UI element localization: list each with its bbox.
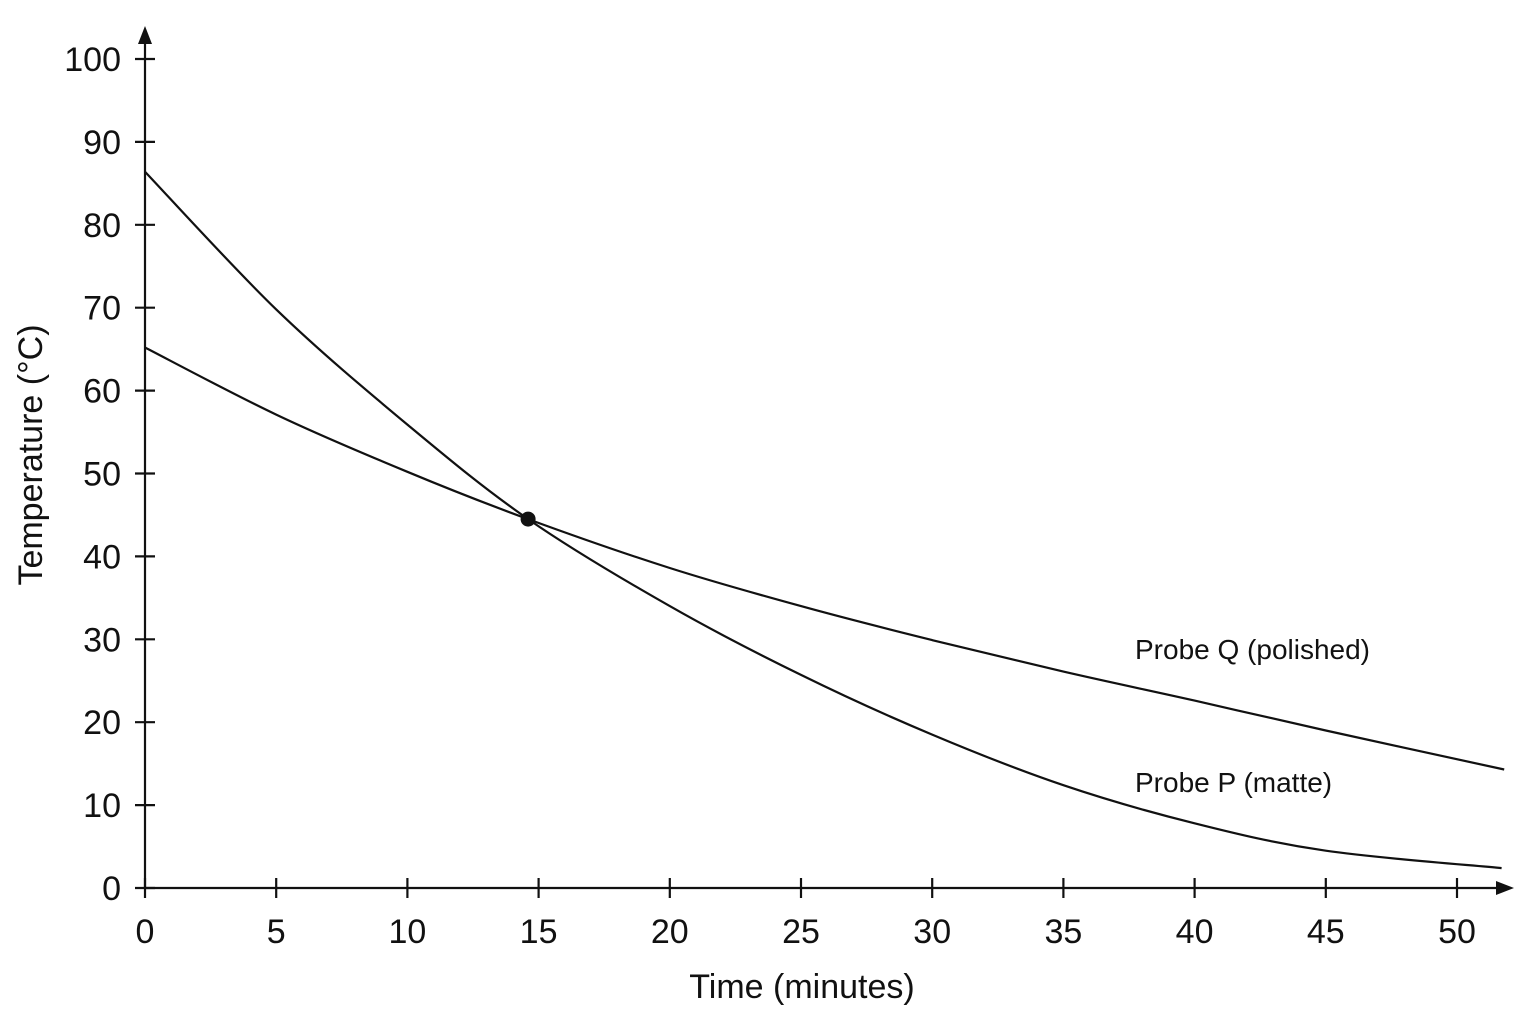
x-tick-label: 10 xyxy=(388,913,426,951)
x-ticks: 0 5 10 15 20 25 30 35 40 45 50 xyxy=(136,878,1476,951)
x-tick-label: 40 xyxy=(1176,913,1214,951)
x-tick-label: 30 xyxy=(913,913,951,951)
x-tick-label: 20 xyxy=(651,913,689,951)
y-tick-label: 60 xyxy=(83,373,121,411)
y-axis xyxy=(138,26,152,888)
y-tick-label: 70 xyxy=(83,290,121,328)
x-axis xyxy=(145,881,1514,895)
series-layer xyxy=(144,170,1505,870)
x-tick-label: 5 xyxy=(267,913,286,951)
y-tick-label: 90 xyxy=(83,124,121,162)
x-axis-arrowhead xyxy=(1496,881,1514,895)
y-tick-label: 50 xyxy=(83,456,121,494)
intersection-point xyxy=(520,511,536,527)
marker-layer xyxy=(520,511,536,527)
series-label-probe-p: Probe P (matte) xyxy=(1135,767,1332,798)
x-tick-label: 15 xyxy=(520,913,558,951)
y-tick-label: 0 xyxy=(102,870,121,908)
series-line-probe-q xyxy=(144,346,1505,771)
x-axis-title: Time (minutes) xyxy=(689,968,914,1006)
y-ticks: 0 10 20 30 40 50 60 70 80 90 100 xyxy=(64,41,155,908)
y-tick-label: 100 xyxy=(64,41,121,79)
y-tick-label: 40 xyxy=(83,538,121,576)
y-tick-label: 80 xyxy=(83,207,121,245)
x-tick-label: 35 xyxy=(1044,913,1082,951)
y-tick-label: 10 xyxy=(83,787,121,825)
x-tick-label: 50 xyxy=(1438,913,1476,951)
x-tick-label: 45 xyxy=(1307,913,1345,951)
y-tick-label: 20 xyxy=(83,704,121,742)
y-tick-label: 30 xyxy=(83,621,121,659)
y-axis-title: Temperature (°C) xyxy=(12,324,50,585)
x-tick-label: 0 xyxy=(136,913,155,951)
y-axis-arrowhead xyxy=(138,26,152,44)
series-label-probe-q: Probe Q (polished) xyxy=(1135,634,1370,665)
series-line-probe-p xyxy=(144,170,1502,870)
x-tick-label: 25 xyxy=(782,913,820,951)
